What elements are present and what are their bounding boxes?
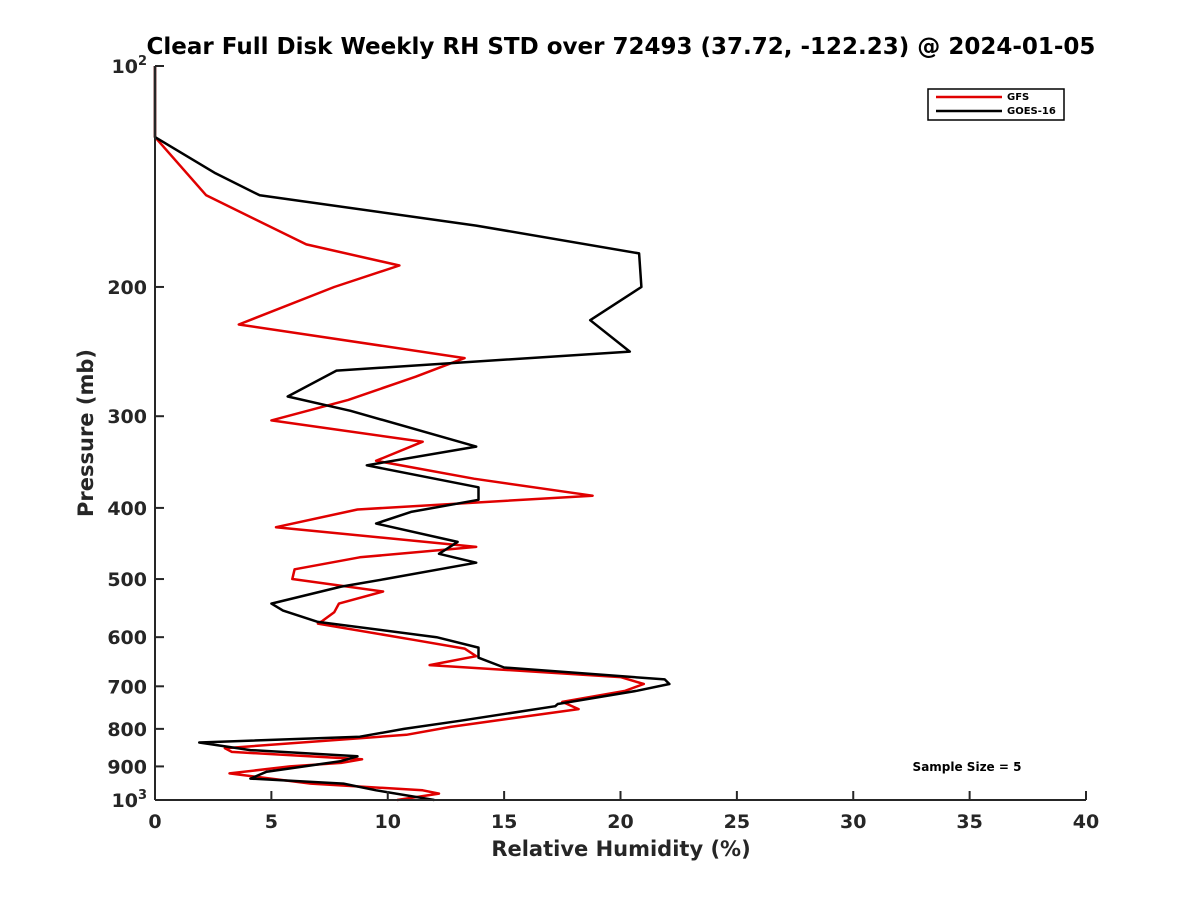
legend-label-goes16: GOES-16 [1007,106,1056,117]
legend-label-gfs: GFS [1007,92,1029,103]
y-tick-label: 500 [107,569,147,591]
x-tick-label: 35 [956,811,982,833]
legend: GFS GOES-16 [927,88,1065,121]
y-tick-label: 900 [107,756,147,778]
x-tick-label: 15 [491,811,517,833]
series-line-goes16 [153,66,671,802]
y-tick-label: 103 [112,788,148,812]
y-tick-label: 700 [107,676,147,698]
sample-size-annotation: Sample Size = 5 [913,760,1022,774]
x-tick-label: 25 [724,811,750,833]
y-tick-label: 800 [107,719,147,741]
y-ticks: 102 200 300 400 500 600 700 800 900 103 [107,54,164,812]
x-tick-label: 0 [148,811,161,833]
y-tick-label: 102 [112,54,148,78]
plot-lines [153,66,671,802]
x-axis-label: Relative Humidity (%) [491,837,750,861]
y-tick-label: 300 [107,406,147,428]
x-tick-label: 40 [1073,811,1099,833]
y-tick-label: 400 [107,498,147,520]
series-line-gfs [153,66,646,802]
chart-title: Clear Full Disk Weekly RH STD over 72493… [147,34,1096,60]
x-ticks: 0 5 10 15 20 25 30 35 40 [148,791,1099,833]
y-axis-label: Pressure (mb) [74,349,98,517]
x-tick-label: 30 [840,811,866,833]
x-tick-label: 10 [375,811,401,833]
y-tick-label: 600 [107,627,147,649]
x-tick-label: 5 [265,811,278,833]
x-tick-label: 20 [607,811,633,833]
y-tick-label: 200 [107,277,147,299]
legend-box [927,88,1065,121]
